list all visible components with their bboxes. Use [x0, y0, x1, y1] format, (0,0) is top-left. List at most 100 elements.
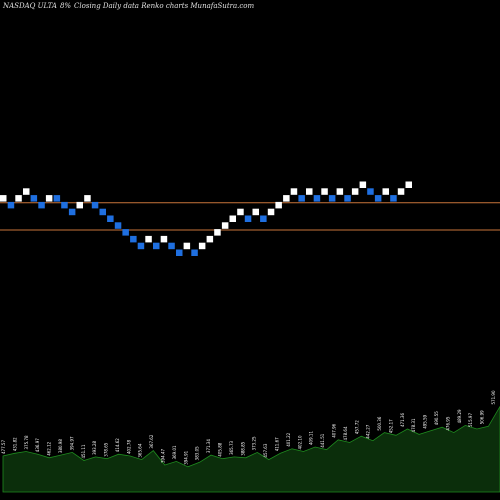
volume-value-label: 411.67 [275, 437, 280, 451]
volume-value-label: 500.36 [377, 416, 382, 430]
renko-brick-up [405, 181, 412, 188]
volume-value-label: 436.97 [35, 438, 40, 452]
reference-lines [0, 202, 500, 231]
volume-value-label: 571.90 [491, 390, 496, 404]
renko-brick-down [191, 249, 198, 256]
renko-brick-down [38, 201, 45, 209]
renko-brick-up [183, 242, 191, 250]
volume-value-label: 369.01 [172, 445, 177, 459]
volume-value-label: 489.29 [457, 409, 462, 423]
volume-value-label: 457.63 [263, 443, 268, 457]
renko-brick-up [267, 208, 275, 216]
volume-value-label: 401.22 [286, 432, 291, 446]
renko-brick-down [328, 195, 336, 202]
volume-value-label: 393.28 [92, 440, 97, 454]
volume-value-label: 371.34 [206, 439, 211, 453]
renko-brick-down [244, 215, 252, 222]
renko-brick-up [145, 235, 152, 243]
renko-brick-up [15, 195, 22, 202]
volume-value-label: 407.96 [332, 423, 337, 437]
volume-panel: 477.57 431.82 375.78 436.97 462.12 380.98 394.… [1, 390, 500, 493]
volume-value-label: 394.91 [183, 450, 188, 464]
renko-brick-up [221, 222, 229, 229]
renko-brick-up [84, 195, 91, 202]
renko-brick-down [114, 222, 122, 229]
renko-brick-down [260, 215, 267, 222]
renko-brick-down [367, 188, 374, 195]
volume-value-label: 394.47 [161, 449, 166, 463]
volume-value-label: 378.65 [104, 442, 109, 456]
volume-value-label: 380.98 [58, 439, 63, 453]
renko-brick-up [275, 201, 282, 209]
description-label: Closing Daily data Renko charts MunafaSu… [74, 2, 255, 10]
volume-value-label: 457.72 [354, 420, 359, 434]
volume-value-label: 478.31 [411, 418, 416, 432]
volume-value-label: 394.97 [69, 436, 74, 450]
renko-brick-down [130, 235, 137, 243]
volume-value-label: 365.64 [138, 443, 143, 457]
change-label: 8% [59, 2, 72, 10]
volume-value-label: 515.97 [468, 413, 473, 427]
renko-brick-up [397, 188, 405, 195]
volume-value-label: 506.99 [480, 410, 485, 424]
renko-brick-up [321, 188, 328, 195]
volume-value-label: 451.11 [81, 444, 86, 458]
renko-brick-up [0, 195, 7, 202]
renko-brick-down [30, 195, 38, 202]
renko-brick-up [229, 215, 236, 222]
renko-brick-down [298, 195, 305, 202]
renko-brick-up [306, 188, 313, 195]
volume-value-label: 476.95 [445, 416, 450, 430]
renko-brick-up [290, 188, 298, 195]
renko-brick-up [237, 208, 244, 216]
renko-brick-up [198, 242, 206, 250]
renko-brick-up [351, 188, 359, 195]
renko-brick-up [382, 188, 389, 195]
renko-brick-down [107, 215, 114, 222]
volume-value-label: 367.62 [149, 434, 154, 448]
volume-value-label: 490.55 [434, 411, 439, 425]
renko-brick-up [336, 188, 344, 195]
volume-value-label: 414.62 [115, 438, 120, 452]
renko-brick-down [390, 195, 397, 202]
renko-brick-up [283, 195, 290, 202]
renko-brick-down [91, 201, 99, 209]
renko-brick-down [61, 201, 68, 209]
renko-brick-down [137, 242, 145, 250]
volume-value-label: 452.17 [388, 419, 393, 433]
volume-value-label: 375.78 [24, 435, 29, 449]
renko-brick-down [122, 229, 129, 236]
volume-value-label: 373.25 [252, 436, 257, 450]
volume-value-label: 402.10 [297, 435, 302, 449]
volume-value-label: 365.73 [229, 440, 234, 454]
chart-title: NASDAQ ULTA 8% Closing Daily data Renko ch… [3, 2, 257, 10]
volume-value-label: 442.27 [366, 424, 371, 438]
renko-brick-down [313, 195, 321, 202]
renko-brick-down [168, 242, 175, 250]
renko-brick-up [160, 235, 168, 243]
volume-value-label: 477.57 [1, 440, 6, 454]
renko-brick-up [359, 181, 367, 188]
volume-value-label: 388.85 [240, 441, 245, 455]
renko-brick-up [76, 201, 83, 209]
renko-brick-up [252, 208, 259, 216]
renko-brick-down [344, 195, 351, 202]
volume-value-label: 471.36 [400, 413, 405, 427]
volume-value-label: 409.11 [309, 431, 314, 445]
volume-value-label: 478.64 [343, 426, 348, 440]
volume-value-label: 495.59 [423, 414, 428, 428]
renko-brick-up [214, 229, 221, 236]
renko-brick-down [53, 195, 61, 202]
volume-value-label: 462.12 [47, 441, 52, 455]
renko-brick-down [7, 201, 15, 209]
renko-brick-down [68, 208, 76, 216]
renko-bricks [0, 181, 412, 256]
renko-brick-down [99, 208, 106, 216]
volume-value-label: 383.05 [195, 446, 200, 460]
renko-brick-up [45, 195, 53, 202]
renko-brick-up [23, 188, 30, 195]
renko-brick-up [206, 235, 214, 243]
volume-value-label: 431.82 [12, 437, 17, 451]
renko-brick-down [176, 249, 183, 256]
